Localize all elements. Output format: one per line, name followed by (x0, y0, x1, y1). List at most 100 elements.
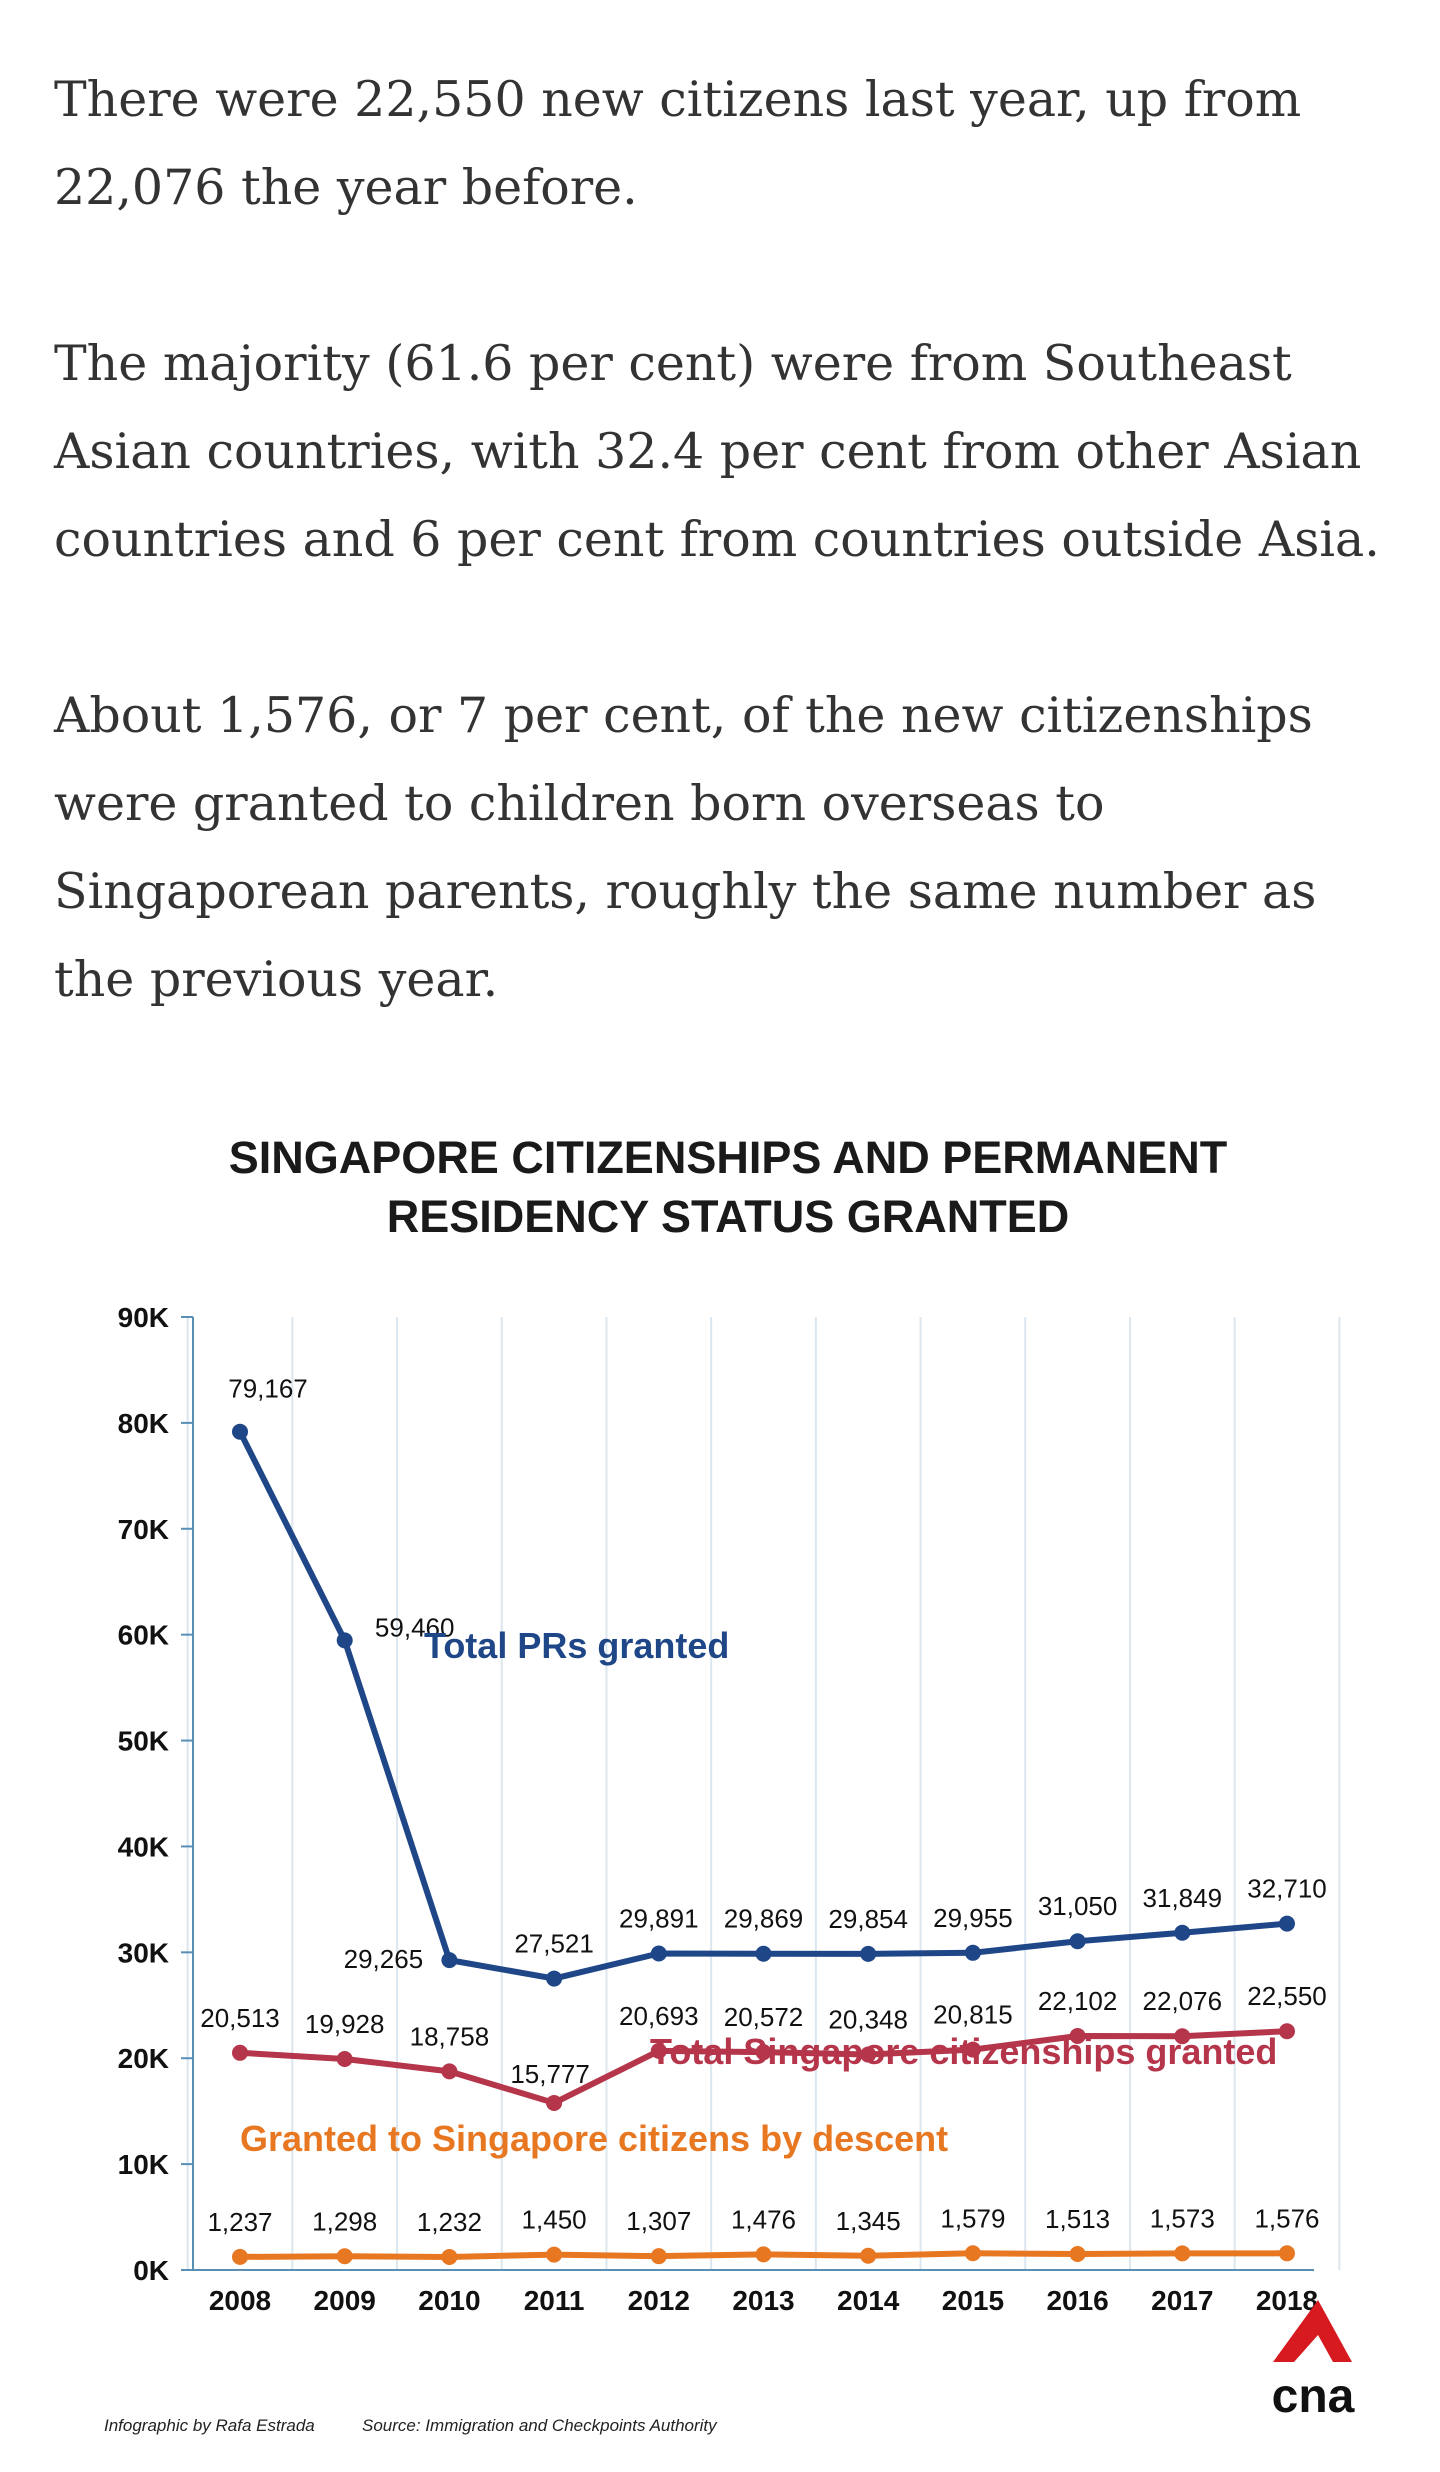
x-tick-label: 2010 (418, 2285, 480, 2316)
data-label: 1,450 (522, 2205, 587, 2235)
data-point (336, 1632, 353, 1649)
y-tick-label: 40K (118, 1831, 169, 1862)
data-label: 1,298 (312, 2206, 377, 2236)
data-label: 31,050 (1038, 1891, 1118, 1921)
data-point (1279, 2023, 1295, 2040)
data-point (1174, 2245, 1191, 2262)
series-label-citizenships: Total Singapore citizenships granted (650, 2031, 1277, 2072)
data-point (650, 2042, 667, 2059)
data-point (860, 2046, 877, 2063)
data-point (755, 1945, 772, 1962)
data-label: 19,928 (305, 2009, 385, 2039)
data-label: 20,348 (828, 2005, 908, 2035)
x-tick-label: 2012 (628, 2285, 690, 2316)
data-label: 29,955 (933, 1903, 1013, 1933)
x-tick-label: 2009 (314, 2285, 376, 2316)
cna-logo-text: cna (1272, 2370, 1355, 2423)
x-tick-label: 2018 (1256, 2285, 1318, 2316)
data-label: 31,849 (1143, 1883, 1223, 1913)
article-body: There were 22,550 new citizens last year… (54, 56, 1394, 1112)
series-3: 1,237 1,298 1,232 1,450 1,307 1,476 1,345 1,579… (207, 2203, 1320, 2265)
line-chart: SINGAPORE CITIZENSHIPS AND PERMANENT RES… (104, 1132, 1355, 2435)
series-1: 79,167 59,460 29,265 27,521 29,891 29,869 29,8… (228, 1374, 1327, 1987)
data-label: 79,167 (228, 1374, 308, 1404)
data-label: 1,307 (626, 2206, 691, 2236)
data-point (441, 1952, 458, 1969)
data-label: 18,758 (410, 2021, 490, 2051)
axes: 0K 10K 20K 30K 40K 50K 60K 70K 80K 90K 2008 2009 201… (118, 1302, 1319, 2316)
x-tick-label: 2011 (524, 2285, 585, 2316)
cna-logo-mark (1273, 2300, 1352, 2362)
data-point (860, 2247, 877, 2264)
data-point (650, 1945, 667, 1962)
data-point (860, 1945, 877, 1962)
source-credit: Source: Immigration and Checkpoints Auth… (362, 2416, 718, 2435)
data-label: 1,345 (836, 2206, 901, 2236)
data-label: 32,710 (1247, 1874, 1327, 1904)
data-label: 29,891 (619, 1903, 699, 1933)
series-2: 20,513 19,928 18,758 15,777 20,693 20,572 20,3… (200, 1981, 1327, 2111)
x-tick-label: 2015 (942, 2285, 1004, 2316)
data-point (964, 1944, 981, 1961)
y-tick-label: 20K (118, 2043, 169, 2074)
data-point (650, 2248, 667, 2265)
chart-container: SINGAPORE CITIZENSHIPS AND PERMANENT RES… (0, 1130, 1440, 2467)
data-label: 22,550 (1247, 1981, 1327, 2011)
data-label: 27,521 (514, 1929, 594, 1959)
cna-logo: cna (1272, 2300, 1355, 2423)
data-label: 1,513 (1045, 2204, 1110, 2234)
data-point (336, 2248, 353, 2265)
data-label: 59,460 (375, 1612, 455, 1642)
data-label: 1,232 (417, 2207, 482, 2237)
data-point (1069, 2027, 1086, 2044)
grid-lines (186, 1317, 1341, 2270)
series-label-prs: Total PRs granted (424, 1625, 729, 1666)
article-paragraph-2: The majority (61.6 per cent) were from S… (54, 335, 1380, 568)
data-label: 1,476 (731, 2204, 796, 2234)
y-tick-label: 70K (118, 1514, 169, 1545)
data-label: 20,572 (724, 2002, 804, 2032)
data-label: 29,265 (344, 1944, 424, 1974)
data-label: 1,573 (1150, 2203, 1215, 2233)
data-label: 20,513 (200, 2003, 280, 2033)
data-point (964, 2041, 981, 2058)
data-point (1279, 1915, 1295, 1932)
data-point (1279, 2245, 1295, 2262)
x-tick-label: 2013 (732, 2285, 794, 2316)
data-label: 22,102 (1038, 1986, 1118, 2016)
data-label: 20,815 (933, 2000, 1013, 2030)
y-tick-label: 10K (118, 2149, 169, 2180)
series-label-descent: Granted to Singapore citizens by descent (240, 2118, 948, 2159)
data-point (546, 1970, 563, 1987)
article-paragraph-1: There were 22,550 new citizens last year… (54, 71, 1302, 216)
data-point (964, 2245, 981, 2262)
data-label: 1,237 (207, 2207, 272, 2237)
data-point (336, 2050, 353, 2067)
series-layer: 79,167 59,460 29,265 27,521 29,891 29,869 29,8… (200, 1374, 1327, 2265)
data-label: 1,576 (1254, 2203, 1319, 2233)
y-tick-label: 90K (118, 1302, 169, 1333)
data-point (441, 2248, 458, 2265)
x-tick-label: 2017 (1151, 2285, 1213, 2316)
y-tick-label: 60K (118, 1620, 169, 1651)
chart-title-line-1: SINGAPORE CITIZENSHIPS AND PERMANENT (229, 1132, 1227, 1183)
data-point (1174, 2028, 1191, 2045)
data-point (232, 2248, 248, 2265)
y-tick-label: 30K (118, 1937, 169, 1968)
article-paragraph-3: About 1,576, or 7 per cent, of the new c… (54, 687, 1317, 1008)
data-point (232, 2044, 248, 2061)
x-tick-label: 2008 (209, 2285, 271, 2316)
data-label: 1,579 (940, 2203, 1005, 2233)
data-point (546, 2094, 563, 2111)
data-label: 15,777 (510, 2059, 590, 2089)
data-point (546, 2246, 563, 2263)
data-point (1174, 1924, 1191, 1941)
data-point (441, 2063, 458, 2080)
data-label: 29,869 (724, 1904, 804, 1934)
data-point (755, 2044, 772, 2061)
data-label: 20,693 (619, 2001, 699, 2031)
x-tick-label: 2016 (1046, 2285, 1108, 2316)
data-point (1069, 1933, 1086, 1950)
y-tick-label: 80K (118, 1408, 169, 1439)
data-point (232, 1423, 248, 1440)
